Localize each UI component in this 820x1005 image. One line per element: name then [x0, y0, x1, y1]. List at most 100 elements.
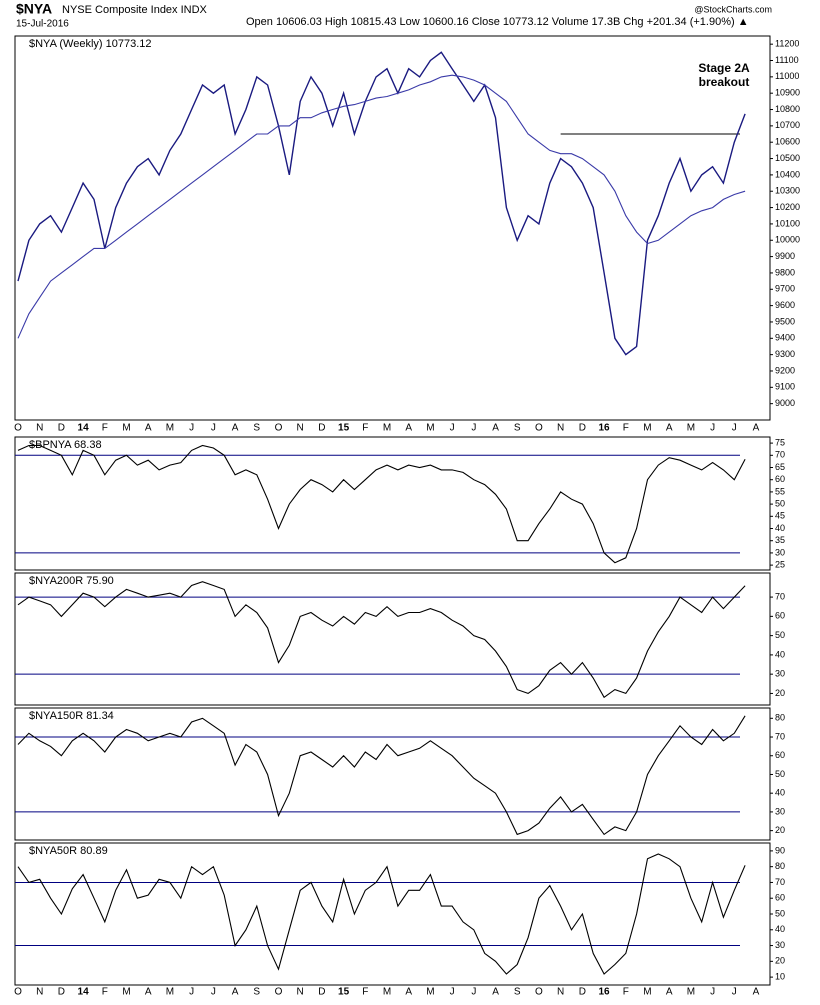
x-tick-label: O	[275, 423, 283, 434]
y-tick-label: 10400	[775, 169, 800, 179]
y-tick-label: 30	[775, 547, 785, 557]
y-tick-label: 60	[775, 750, 785, 760]
x-tick-label: O	[14, 987, 22, 998]
x-tick-label: N	[557, 423, 564, 434]
x-tick-label: M	[643, 987, 651, 998]
y-tick-label: 10700	[775, 120, 800, 130]
y-tick-label: 80	[775, 713, 785, 723]
y-tick-label: 35	[775, 535, 785, 545]
panel-frame	[14, 707, 771, 841]
x-tick-label: A	[753, 423, 760, 434]
y-tick-label: 10800	[775, 104, 800, 114]
y-tick-label: 55	[775, 486, 785, 496]
x-tick-label: M	[687, 423, 695, 434]
annotation: Stage 2A	[698, 61, 750, 75]
x-tick-label: S	[514, 423, 521, 434]
y-tick-label: 9700	[775, 284, 795, 294]
x-tick-label: J	[710, 987, 715, 998]
y-tick-label: 20	[775, 956, 785, 966]
x-tick-label: F	[623, 423, 629, 434]
panel-title: $NYA150R 81.34	[29, 710, 114, 722]
x-tick-label: D	[579, 987, 586, 998]
y-tick-label: 50	[775, 498, 785, 508]
x-tick-label: N	[36, 987, 43, 998]
y-tick-label: 50	[775, 630, 785, 640]
x-tick-label: F	[362, 423, 368, 434]
x-tick-label: M	[383, 423, 391, 434]
y-tick-label: 10300	[775, 186, 800, 196]
x-tick-label: N	[557, 987, 564, 998]
x-tick-label: M	[122, 987, 130, 998]
y-tick-label: 40	[775, 649, 785, 659]
x-tick-label: M	[426, 423, 434, 434]
y-tick-label: 70	[775, 591, 785, 601]
x-tick-label: D	[579, 423, 586, 434]
x-tick-label: J	[211, 987, 216, 998]
x-tick-label: A	[753, 987, 760, 998]
x-tick-label: O	[14, 423, 22, 434]
x-tick-label: 14	[78, 423, 90, 434]
y-tick-label: 10600	[775, 137, 800, 147]
y-tick-label: 9500	[775, 316, 795, 326]
x-tick-label: D	[58, 423, 65, 434]
x-tick-label: A	[232, 423, 239, 434]
y-tick-label: 70	[775, 450, 785, 460]
y-tick-label: 70	[775, 731, 785, 741]
y-tick-label: 11200	[775, 39, 799, 49]
panel-frame	[14, 35, 771, 421]
x-tick-label: O	[535, 423, 543, 434]
y-tick-label: 11100	[775, 55, 799, 65]
series-line	[17, 581, 746, 699]
y-tick-label: 45	[775, 511, 785, 521]
x-tick-label: A	[232, 987, 239, 998]
y-tick-label: 90	[775, 845, 785, 855]
x-tick-label: F	[362, 987, 368, 998]
source: @StockCharts.com	[694, 4, 772, 14]
x-tick-label: M	[687, 987, 695, 998]
panel-frame	[14, 436, 771, 571]
index-name: NYSE Composite Index INDX	[62, 4, 208, 16]
y-tick-label: 60	[775, 893, 785, 903]
x-tick-label: D	[58, 987, 65, 998]
x-tick-label: M	[426, 987, 434, 998]
x-tick-label: J	[471, 423, 476, 434]
panel-title: $NYA (Weekly) 10773.12	[29, 38, 152, 50]
x-tick-label: S	[253, 423, 260, 434]
series-line	[17, 715, 746, 836]
x-tick-label: M	[383, 987, 391, 998]
x-tick-label: J	[450, 423, 455, 434]
panel-title: $NYA50R 80.89	[29, 845, 108, 857]
y-tick-label: 60	[775, 611, 785, 621]
x-tick-label: A	[145, 987, 152, 998]
y-tick-label: 30	[775, 940, 785, 950]
x-tick-label: F	[623, 987, 629, 998]
annotation: breakout	[699, 75, 750, 89]
y-tick-label: 10500	[775, 153, 800, 163]
y-tick-label: 9800	[775, 267, 795, 277]
x-tick-label: J	[450, 987, 455, 998]
x-tick-label: S	[514, 987, 521, 998]
x-tick-label: M	[122, 423, 130, 434]
y-tick-label: 10200	[775, 202, 800, 212]
y-tick-label: 9200	[775, 365, 795, 375]
y-tick-label: 40	[775, 523, 785, 533]
y-tick-label: 10900	[775, 88, 800, 98]
x-tick-label: J	[732, 987, 737, 998]
panel-title: $BPNYA 68.38	[29, 439, 102, 451]
y-tick-label: 9000	[775, 398, 795, 408]
x-tick-label: A	[492, 423, 499, 434]
y-tick-label: 10	[775, 971, 785, 981]
x-tick-label: J	[189, 423, 194, 434]
date: 15-Jul-2016	[16, 19, 69, 30]
y-tick-label: 9400	[775, 333, 795, 343]
x-tick-label: O	[535, 987, 543, 998]
x-tick-label: 16	[598, 423, 610, 434]
panel-frame	[14, 572, 771, 706]
series-line	[17, 444, 746, 564]
y-tick-label: 40	[775, 788, 785, 798]
x-tick-label: N	[36, 423, 43, 434]
y-tick-label: 80	[775, 861, 785, 871]
x-tick-label: O	[275, 987, 283, 998]
y-tick-label: 25	[775, 559, 785, 569]
